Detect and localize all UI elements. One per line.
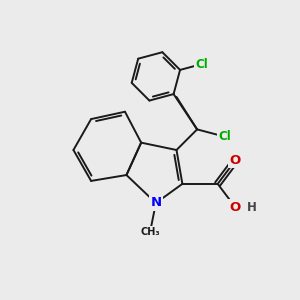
Text: CH₃: CH₃ [140, 227, 160, 237]
Text: N: N [150, 196, 161, 209]
Text: Cl: Cl [195, 58, 208, 71]
Text: O: O [230, 201, 241, 214]
Text: H: H [247, 201, 256, 214]
Text: Cl: Cl [219, 130, 232, 143]
Text: O: O [230, 154, 241, 167]
